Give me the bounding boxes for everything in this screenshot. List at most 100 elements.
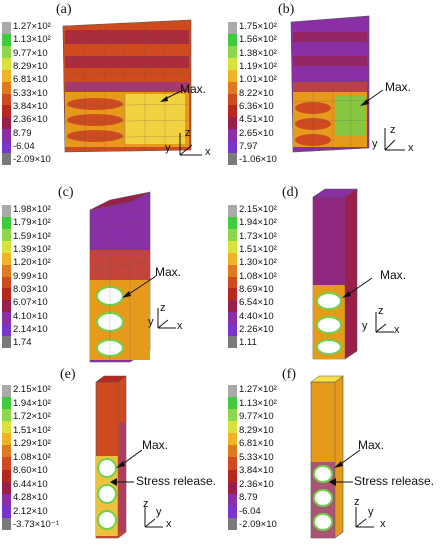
color-swatch — [228, 153, 237, 166]
legend-value: 5.33×10 — [13, 87, 48, 99]
color-swatch — [228, 288, 237, 301]
legend-value: 1.74 — [13, 337, 32, 349]
legend-value: 9.77×10 — [239, 411, 274, 423]
panel-d-label: (d) — [282, 185, 299, 200]
color-swatch — [2, 457, 11, 470]
panel-e-release-arrow — [110, 478, 134, 486]
panel-e-legend: 2.15×10² 1.94×10² 1.72×10² 1.51×10² 1.29×10²… — [2, 385, 59, 530]
legend-value: 1.51×10² — [13, 424, 51, 436]
color-swatch — [228, 312, 237, 325]
legend-value: 9.77×10 — [13, 47, 48, 59]
color-swatch — [228, 57, 237, 70]
panel-e-model — [95, 375, 127, 539]
legend-value: 1.94×10² — [13, 397, 51, 409]
legend-value: 2.14×10 — [13, 324, 48, 336]
color-swatch — [2, 264, 11, 277]
legend-value: 4.10×10 — [13, 310, 48, 322]
panel-a-model — [62, 19, 192, 153]
legend-value: 6.81×10 — [239, 438, 274, 450]
panel-b-legend: 1.75×10² 1.56×10² 1.38×10² 1.19×10² 1.01×10²… — [228, 22, 277, 166]
color-swatch — [2, 22, 11, 34]
color-swatch — [2, 397, 11, 410]
panel-c-model — [89, 191, 151, 363]
color-swatch — [2, 324, 11, 337]
axis-y-label: y — [148, 316, 154, 328]
legend-value: 6.54×10 — [239, 297, 274, 309]
color-swatch — [228, 240, 237, 253]
legend-value: 1.94×10² — [239, 217, 277, 229]
color-swatch — [228, 45, 237, 58]
legend-value: 8.03×10 — [13, 284, 48, 296]
legend-value: 6.44×10 — [13, 478, 48, 490]
color-swatch — [228, 385, 237, 398]
legend-values: 2.15×10² 1.94×10² 1.72×10² 1.51×10² 1.29×10²… — [13, 385, 59, 530]
axis-x-label: x — [205, 146, 211, 158]
legend-value: 1.11 — [239, 337, 257, 349]
legend-value: 2.12×10 — [13, 505, 48, 517]
color-swatch — [228, 81, 237, 94]
panel-e-label: (e) — [60, 367, 76, 382]
color-swatch — [2, 81, 11, 94]
legend-value: 5.33×10 — [239, 451, 274, 463]
legend-value: -3.73×10⁻¹ — [13, 519, 59, 531]
axis-x-label: x — [394, 324, 400, 336]
color-swatch — [2, 93, 11, 106]
panel-c-max-arrow — [122, 275, 157, 298]
panel-d-axes — [375, 312, 394, 333]
legend-values: 2.15×10² 1.94×10² 1.73×10² 1.51×10² 1.30×10²… — [239, 205, 277, 348]
legend-value: 1.39×10² — [13, 244, 51, 256]
panel-a-label: (a) — [56, 2, 72, 17]
legend-value: 7.97 — [239, 141, 258, 153]
color-swatch — [228, 205, 237, 217]
legend-value: -6.04 — [239, 505, 261, 517]
color-swatch — [228, 505, 237, 518]
axis-x-label: x — [177, 320, 183, 332]
legend-value: -2.09×10 — [13, 154, 51, 166]
axis-z-label: z — [160, 302, 166, 314]
color-swatch — [2, 433, 11, 446]
color-swatch — [2, 117, 11, 130]
legend-value: 2.36×10 — [239, 478, 274, 490]
legend-value: 1.13×10² — [239, 397, 277, 409]
panel-f-max-label: Max. — [358, 438, 385, 452]
panel-d-model — [312, 188, 358, 360]
legend-value: 1.72×10² — [13, 411, 51, 423]
color-swatch — [2, 240, 11, 253]
color-swatch — [228, 457, 237, 470]
panel-f-legend: 1.27×10² 1.13×10² 9.77×10 8.29×10 6.81×10 5.3… — [228, 385, 277, 530]
color-swatch — [228, 22, 237, 34]
color-swatch — [228, 141, 237, 154]
color-swatch — [2, 33, 11, 46]
color-swatch — [228, 481, 237, 494]
color-swatch — [228, 445, 237, 458]
legend-value: 4.28×10 — [13, 492, 48, 504]
color-swatch — [2, 312, 11, 325]
color-swatch — [2, 421, 11, 434]
axis-z-label: z — [354, 496, 360, 508]
panel-f-release-label: Stress release. — [354, 474, 435, 488]
color-scale-bar — [228, 22, 237, 166]
axis-x-label: x — [408, 142, 414, 154]
color-swatch — [228, 324, 237, 337]
color-swatch — [2, 517, 11, 530]
legend-value: 6.81×10 — [13, 74, 48, 86]
panel-f-axes — [355, 507, 374, 528]
color-swatch — [2, 481, 11, 494]
legend-value: 1.56×10² — [239, 34, 277, 46]
legend-value: 2.15×10² — [239, 204, 277, 215]
color-swatch — [228, 276, 237, 289]
color-swatch — [2, 469, 11, 482]
legend-value: -1.06×10 — [239, 154, 277, 166]
panel-b-axes — [384, 128, 405, 151]
panel-a-max-arrow — [160, 89, 184, 102]
legend-value: 2.26×10 — [239, 324, 274, 336]
color-scale-bar — [2, 385, 11, 530]
legend-value: 1.27×10² — [239, 384, 277, 395]
axis-z-label: z — [185, 127, 191, 139]
panel-c-max-label: Max. — [155, 265, 182, 279]
axis-y-label: y — [372, 138, 378, 150]
panel-a-axes — [179, 133, 202, 156]
axis-z-label: z — [143, 498, 149, 510]
legend-value: 1.79×10² — [13, 217, 51, 229]
panel-f-model — [310, 375, 344, 539]
